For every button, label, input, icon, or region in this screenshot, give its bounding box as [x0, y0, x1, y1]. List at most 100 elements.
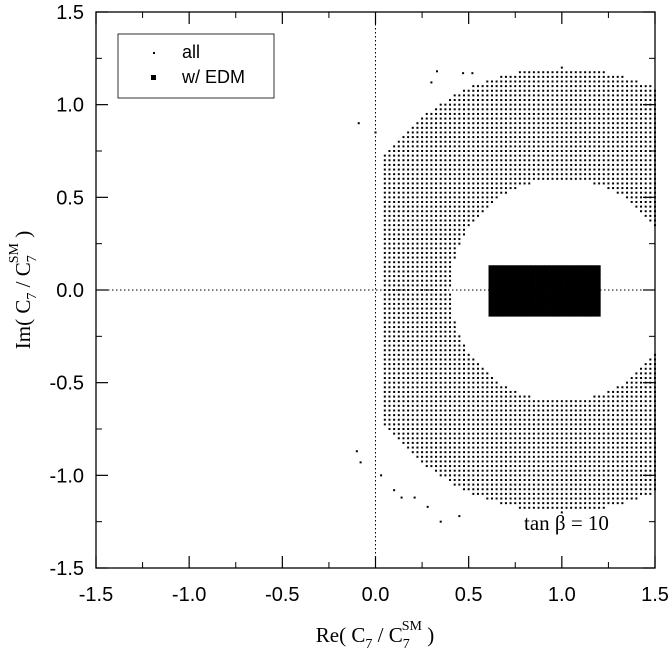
point-all [616, 465, 619, 468]
point-all [518, 478, 521, 481]
point-all [565, 432, 568, 435]
point-all [449, 441, 452, 444]
point-all [537, 446, 540, 449]
point-all [472, 94, 475, 97]
point-all [435, 256, 438, 259]
point-all [495, 103, 498, 106]
point-all [444, 154, 447, 157]
point-all [584, 428, 587, 430]
point-all [556, 103, 559, 106]
point-all [453, 432, 456, 435]
point-all [528, 395, 531, 398]
point-all [612, 140, 615, 143]
point-all [509, 85, 512, 88]
point-all [640, 469, 643, 472]
point-all [630, 122, 633, 125]
point-all [542, 136, 545, 139]
point-all [430, 409, 433, 412]
point-all [556, 131, 559, 134]
point-all [458, 233, 461, 236]
point-all [476, 177, 479, 180]
point-all [570, 177, 573, 180]
point-w-edm [497, 279, 503, 285]
point-all [388, 177, 391, 180]
point-all [532, 455, 535, 458]
point-w-edm [502, 265, 508, 271]
point-all [495, 89, 498, 92]
point-all [449, 307, 452, 310]
point-all [439, 469, 442, 472]
point-all [630, 103, 633, 106]
point-all [500, 455, 503, 458]
point-all [416, 163, 419, 166]
point-all [463, 168, 466, 171]
point-all [472, 418, 475, 421]
point-all [486, 455, 489, 458]
point-all [584, 404, 587, 407]
point-w-edm [507, 269, 513, 275]
point-all [640, 446, 643, 449]
point-all [621, 126, 624, 129]
point-all [518, 108, 521, 111]
point-all [621, 414, 624, 417]
point-all [472, 214, 475, 217]
point-all [640, 488, 643, 491]
point-all [584, 112, 587, 115]
point-w-edm [521, 311, 527, 317]
point-all [542, 112, 545, 115]
point-all [421, 321, 424, 324]
point-w-edm [544, 306, 550, 312]
point-all [574, 404, 577, 407]
point-all [504, 182, 507, 185]
point-all [383, 330, 386, 333]
point-all [449, 386, 452, 389]
point-all [486, 465, 489, 468]
point-all [435, 233, 438, 236]
point-all [509, 168, 512, 171]
point-all [635, 492, 638, 495]
point-w-edm [493, 279, 499, 285]
point-all [556, 428, 559, 430]
point-all [463, 478, 466, 481]
point-all [453, 256, 456, 259]
point-all [565, 404, 568, 407]
point-all [430, 307, 433, 310]
point-all [640, 205, 643, 208]
point-all [537, 502, 540, 505]
point-all [509, 187, 512, 190]
point-all [388, 400, 391, 403]
point-all [449, 349, 452, 352]
point-w-edm [497, 265, 503, 271]
point-all [556, 112, 559, 115]
point-all [453, 219, 456, 222]
point-all [402, 177, 405, 180]
point-all [486, 497, 489, 500]
point-all [630, 177, 633, 180]
point-all [523, 99, 526, 102]
point-w-edm [488, 283, 494, 289]
point-all [612, 173, 615, 176]
point-all [407, 330, 410, 333]
point-all [416, 298, 419, 301]
point-all [528, 154, 531, 157]
point-all [453, 483, 456, 486]
point-all [397, 326, 400, 329]
point-all [560, 108, 563, 111]
point-all [449, 261, 452, 264]
point-all [421, 224, 424, 227]
point-w-edm [497, 297, 503, 303]
point-w-edm [530, 302, 536, 308]
point-all [444, 326, 447, 329]
point-all [425, 219, 428, 222]
point-all [430, 441, 433, 444]
point-all [383, 219, 386, 222]
point-all [574, 497, 577, 500]
point-w-edm [558, 293, 564, 299]
point-all [518, 75, 521, 78]
point-all [495, 395, 498, 398]
point-all [640, 409, 643, 412]
point-w-edm [525, 279, 531, 285]
point-all [560, 460, 563, 463]
point-all [421, 242, 424, 245]
point-all [402, 265, 405, 268]
